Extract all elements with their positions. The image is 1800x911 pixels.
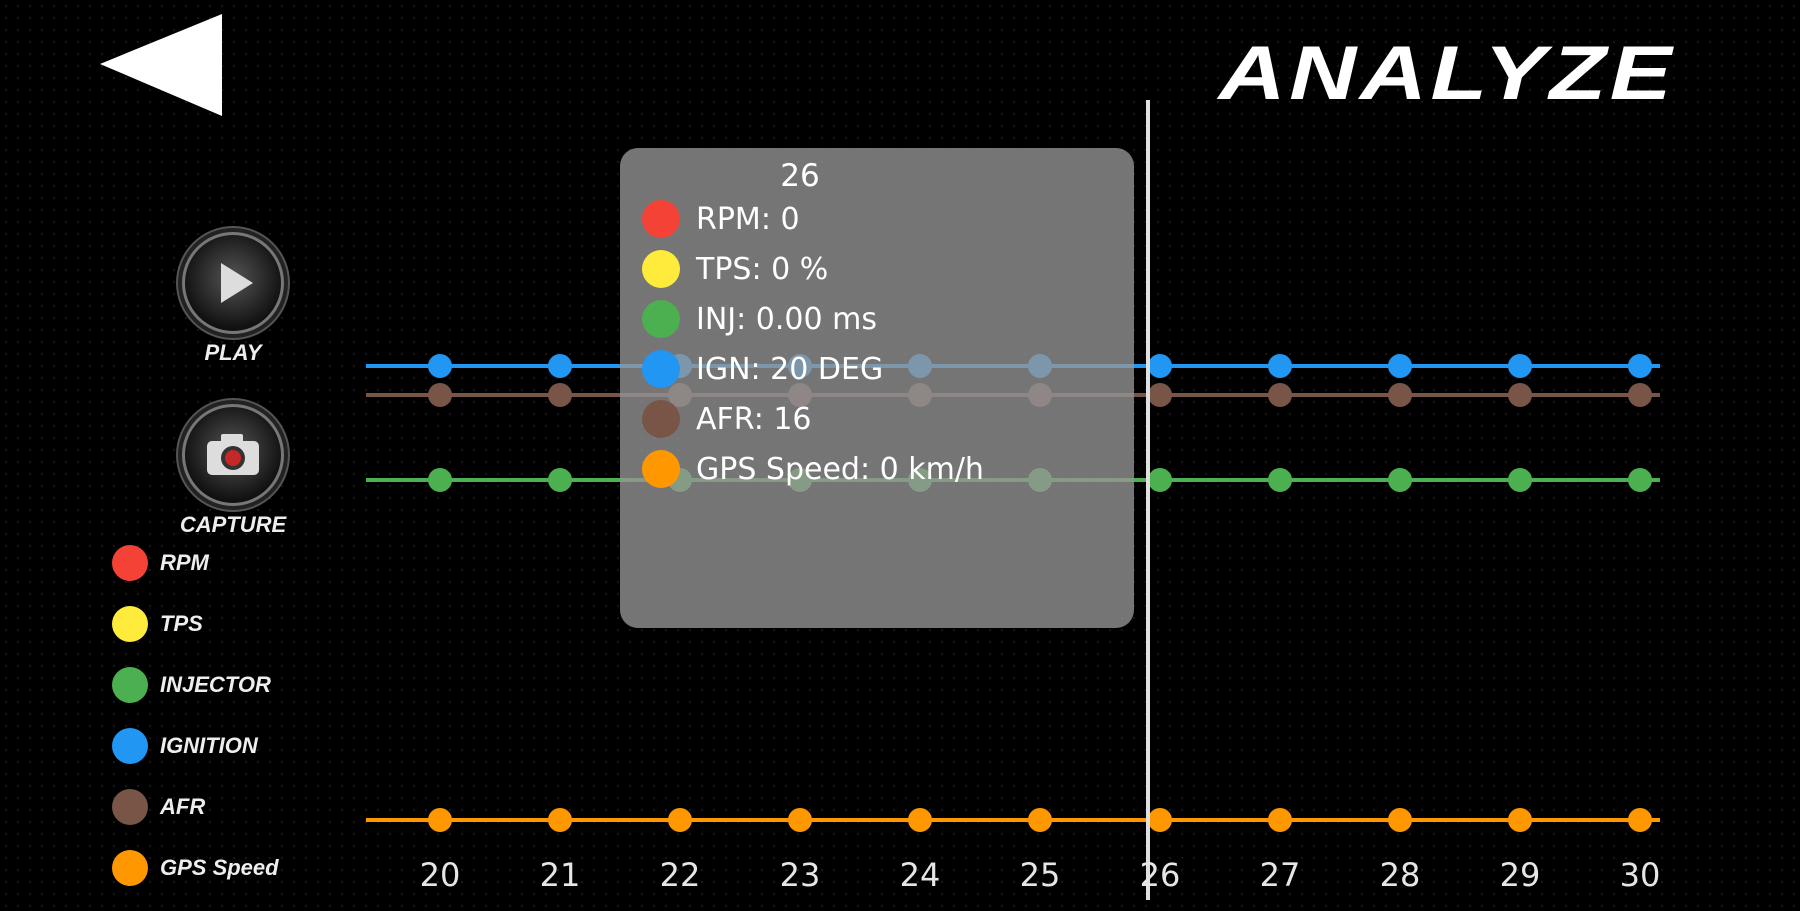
data-tooltip: 26 RPM: 0 TPS: 0 % INJ: 0.00 ms IGN: 20 …: [620, 148, 1134, 628]
data-point[interactable]: [1268, 354, 1292, 378]
legend-item[interactable]: INJECTOR: [112, 667, 279, 728]
data-point[interactable]: [428, 383, 452, 407]
data-point[interactable]: [1148, 468, 1172, 492]
legend-label: IGNITION: [160, 733, 258, 758]
tooltip-text: INJ: 0.00 ms: [696, 301, 877, 337]
play-button[interactable]: PLAY: [163, 232, 303, 366]
tooltip-dot: [642, 450, 680, 488]
legend-dot: [112, 850, 148, 886]
legend-label: GPS Speed: [160, 855, 279, 880]
x-tick-label: 22: [660, 856, 701, 894]
legend-dot: [112, 606, 148, 642]
data-point[interactable]: [1268, 808, 1292, 832]
page-title: ANALYZE: [1218, 31, 1675, 116]
data-point[interactable]: [1388, 354, 1412, 378]
data-point[interactable]: [548, 354, 572, 378]
series-gps-speed: [366, 808, 1660, 832]
data-point[interactable]: [428, 808, 452, 832]
data-point[interactable]: [1388, 383, 1412, 407]
x-tick-label: 29: [1500, 856, 1541, 894]
data-point[interactable]: [1508, 354, 1532, 378]
data-point[interactable]: [1628, 468, 1652, 492]
tooltip-row: INJ: 0.00 ms: [642, 294, 1134, 344]
play-icon: [182, 232, 284, 334]
tooltip-dot: [642, 400, 680, 438]
legend-dot: [112, 789, 148, 825]
data-point[interactable]: [908, 808, 932, 832]
data-point[interactable]: [1028, 808, 1052, 832]
data-point[interactable]: [428, 468, 452, 492]
data-point[interactable]: [1628, 808, 1652, 832]
tooltip-text: RPM: 0: [696, 201, 800, 237]
data-point[interactable]: [1388, 468, 1412, 492]
data-point[interactable]: [1148, 808, 1172, 832]
data-point[interactable]: [1508, 468, 1532, 492]
data-point[interactable]: [1628, 354, 1652, 378]
legend-label: AFR: [160, 794, 206, 819]
legend-label: RPM: [160, 550, 209, 575]
data-point[interactable]: [1268, 383, 1292, 407]
legend-dot: [112, 667, 148, 703]
legend-label: INJECTOR: [160, 672, 271, 697]
tooltip-row: AFR: 16: [642, 394, 1134, 444]
back-arrow-icon[interactable]: [100, 14, 226, 116]
data-point[interactable]: [1508, 383, 1532, 407]
tooltip-row: RPM: 0: [642, 194, 1134, 244]
x-tick-label: 24: [900, 856, 941, 894]
play-label: PLAY: [204, 340, 262, 365]
data-point[interactable]: [668, 808, 692, 832]
tooltip-row: TPS: 0 %: [642, 244, 1134, 294]
data-point[interactable]: [428, 354, 452, 378]
x-tick-label: 28: [1380, 856, 1421, 894]
tooltip-row: IGN: 20 DEG: [642, 344, 1134, 394]
camera-icon: [182, 404, 284, 506]
tooltip-row: GPS Speed: 0 km/h: [642, 444, 1134, 494]
legend-label: TPS: [160, 611, 203, 636]
x-tick-label: 21: [540, 856, 581, 894]
tooltip-text: AFR: 16: [696, 401, 812, 437]
capture-button[interactable]: CAPTURE: [163, 404, 303, 538]
legend-item[interactable]: IGNITION: [112, 728, 279, 789]
data-point[interactable]: [1628, 383, 1652, 407]
tooltip-x-value: 26: [780, 158, 820, 194]
legend-item[interactable]: TPS: [112, 606, 279, 667]
capture-label: CAPTURE: [179, 512, 287, 537]
x-tick-label: 20: [420, 856, 461, 894]
tooltip-text: IGN: 20 DEG: [696, 351, 884, 387]
x-tick-label: 27: [1260, 856, 1301, 894]
data-point[interactable]: [788, 808, 812, 832]
data-point[interactable]: [1388, 808, 1412, 832]
tooltip-dot: [642, 300, 680, 338]
data-point[interactable]: [548, 808, 572, 832]
x-tick-label: 25: [1020, 856, 1061, 894]
x-tick-label: 26: [1140, 856, 1181, 894]
tooltip-text: TPS: 0 %: [696, 251, 829, 287]
legend-dot: [112, 545, 148, 581]
data-point[interactable]: [548, 383, 572, 407]
tooltip-text: GPS Speed: 0 km/h: [696, 451, 984, 487]
data-point[interactable]: [1148, 354, 1172, 378]
legend: RPM TPS INJECTOR IGNITION AFR GPS Speed: [112, 545, 279, 911]
legend-item[interactable]: GPS Speed: [112, 850, 279, 911]
legend-dot: [112, 728, 148, 764]
x-tick-label: 30: [1620, 856, 1661, 894]
legend-item[interactable]: AFR: [112, 789, 279, 850]
x-tick-label: 23: [780, 856, 821, 894]
tooltip-dot: [642, 200, 680, 238]
tooltip-dot: [642, 250, 680, 288]
data-point[interactable]: [1268, 468, 1292, 492]
data-point[interactable]: [548, 468, 572, 492]
data-point[interactable]: [1508, 808, 1532, 832]
tooltip-dot: [642, 350, 680, 388]
legend-item[interactable]: RPM: [112, 545, 279, 606]
data-point[interactable]: [1148, 383, 1172, 407]
